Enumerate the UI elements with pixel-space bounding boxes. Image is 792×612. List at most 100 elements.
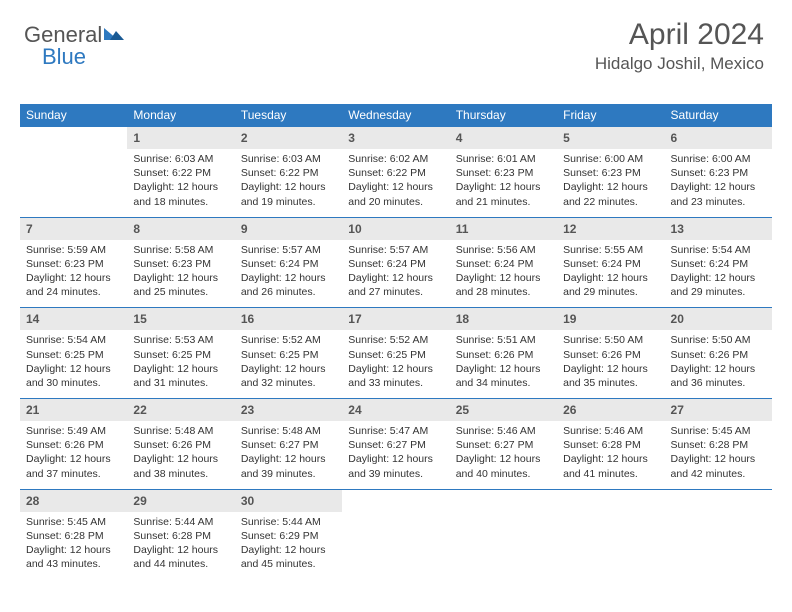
day-number-cell: 26 — [557, 399, 664, 422]
day-number-cell: 9 — [235, 217, 342, 240]
sunrise-text: Sunrise: 5:47 AM — [348, 424, 443, 438]
day-number-cell: 24 — [342, 399, 449, 422]
calendar-table: Sunday Monday Tuesday Wednesday Thursday… — [20, 104, 772, 579]
daylight-text-2: and 43 minutes. — [26, 557, 121, 571]
day-detail-cell: Sunrise: 5:52 AMSunset: 6:25 PMDaylight:… — [342, 330, 449, 398]
day-detail-cell: Sunrise: 5:55 AMSunset: 6:24 PMDaylight:… — [557, 240, 664, 308]
sunrise-text: Sunrise: 6:03 AM — [241, 152, 336, 166]
daylight-text-1: Daylight: 12 hours — [671, 180, 766, 194]
sunset-text: Sunset: 6:23 PM — [456, 166, 551, 180]
day-number-cell: 17 — [342, 308, 449, 331]
day-detail-cell: Sunrise: 5:48 AMSunset: 6:27 PMDaylight:… — [235, 421, 342, 489]
daylight-text-2: and 38 minutes. — [133, 467, 228, 481]
sunrise-text: Sunrise: 5:45 AM — [671, 424, 766, 438]
sunrise-text: Sunrise: 5:45 AM — [26, 515, 121, 529]
daylight-text-2: and 45 minutes. — [241, 557, 336, 571]
day-number-cell: 10 — [342, 217, 449, 240]
sunrise-text: Sunrise: 5:46 AM — [563, 424, 658, 438]
daylight-text-1: Daylight: 12 hours — [563, 452, 658, 466]
sunrise-text: Sunrise: 5:54 AM — [26, 333, 121, 347]
day-detail-cell — [342, 512, 449, 580]
sunset-text: Sunset: 6:24 PM — [241, 257, 336, 271]
daylight-text-1: Daylight: 12 hours — [563, 271, 658, 285]
daylight-text-2: and 23 minutes. — [671, 195, 766, 209]
day-number-cell — [665, 489, 772, 512]
day-detail-cell: Sunrise: 5:58 AMSunset: 6:23 PMDaylight:… — [127, 240, 234, 308]
sunset-text: Sunset: 6:24 PM — [348, 257, 443, 271]
sunset-text: Sunset: 6:29 PM — [241, 529, 336, 543]
daylight-text-2: and 41 minutes. — [563, 467, 658, 481]
day-detail-row: Sunrise: 5:45 AMSunset: 6:28 PMDaylight:… — [20, 512, 772, 580]
logo-text-part2-wrap: Blue — [42, 44, 86, 70]
sunset-text: Sunset: 6:28 PM — [133, 529, 228, 543]
sunset-text: Sunset: 6:23 PM — [133, 257, 228, 271]
sunrise-text: Sunrise: 5:52 AM — [348, 333, 443, 347]
daylight-text-1: Daylight: 12 hours — [133, 271, 228, 285]
day-number-cell: 20 — [665, 308, 772, 331]
daylight-text-2: and 36 minutes. — [671, 376, 766, 390]
daylight-text-2: and 22 minutes. — [563, 195, 658, 209]
sunrise-text: Sunrise: 5:52 AM — [241, 333, 336, 347]
daylight-text-2: and 32 minutes. — [241, 376, 336, 390]
day-detail-cell: Sunrise: 5:56 AMSunset: 6:24 PMDaylight:… — [450, 240, 557, 308]
day-header: Tuesday — [235, 104, 342, 127]
sunrise-text: Sunrise: 5:49 AM — [26, 424, 121, 438]
day-detail-cell: Sunrise: 5:54 AMSunset: 6:25 PMDaylight:… — [20, 330, 127, 398]
day-detail-cell — [665, 512, 772, 580]
daylight-text-2: and 44 minutes. — [133, 557, 228, 571]
day-detail-row: Sunrise: 5:54 AMSunset: 6:25 PMDaylight:… — [20, 330, 772, 398]
location-text: Hidalgo Joshil, Mexico — [595, 54, 764, 74]
daylight-text-1: Daylight: 12 hours — [671, 271, 766, 285]
daylight-text-2: and 40 minutes. — [456, 467, 551, 481]
daylight-text-1: Daylight: 12 hours — [348, 362, 443, 376]
daylight-text-2: and 42 minutes. — [671, 467, 766, 481]
sunrise-text: Sunrise: 5:44 AM — [133, 515, 228, 529]
day-detail-cell: Sunrise: 5:52 AMSunset: 6:25 PMDaylight:… — [235, 330, 342, 398]
daylight-text-1: Daylight: 12 hours — [26, 543, 121, 557]
day-detail-cell: Sunrise: 5:47 AMSunset: 6:27 PMDaylight:… — [342, 421, 449, 489]
day-detail-cell: Sunrise: 5:44 AMSunset: 6:29 PMDaylight:… — [235, 512, 342, 580]
month-title: April 2024 — [595, 18, 764, 52]
day-detail-cell — [450, 512, 557, 580]
sunset-text: Sunset: 6:23 PM — [671, 166, 766, 180]
day-number-cell: 13 — [665, 217, 772, 240]
daylight-text-2: and 31 minutes. — [133, 376, 228, 390]
day-header: Saturday — [665, 104, 772, 127]
sunrise-text: Sunrise: 6:01 AM — [456, 152, 551, 166]
day-header-row: Sunday Monday Tuesday Wednesday Thursday… — [20, 104, 772, 127]
day-detail-cell: Sunrise: 5:46 AMSunset: 6:28 PMDaylight:… — [557, 421, 664, 489]
day-detail-cell: Sunrise: 5:45 AMSunset: 6:28 PMDaylight:… — [665, 421, 772, 489]
day-number-row: 14151617181920 — [20, 308, 772, 331]
day-number-cell: 29 — [127, 489, 234, 512]
day-detail-row: Sunrise: 5:59 AMSunset: 6:23 PMDaylight:… — [20, 240, 772, 308]
day-detail-row: Sunrise: 6:03 AM Sunset: 6:22 PM Daylight:… — [20, 149, 772, 217]
day-detail-cell: Sunrise: 5:44 AMSunset: 6:28 PMDaylight:… — [127, 512, 234, 580]
day-detail-cell — [20, 149, 127, 217]
daylight-text-2: and 27 minutes. — [348, 285, 443, 299]
sunset-text: Sunset: 6:22 PM — [348, 166, 443, 180]
daylight-text-1: Daylight: 12 hours — [241, 362, 336, 376]
day-number-cell: 19 — [557, 308, 664, 331]
day-detail-cell: Sunrise: 5:57 AMSunset: 6:24 PMDaylight:… — [342, 240, 449, 308]
sunrise-text: Sunrise: 6:02 AM — [348, 152, 443, 166]
sunset-text: Sunset: 6:24 PM — [671, 257, 766, 271]
sunrise-text: Sunrise: 6:03 AM — [133, 152, 228, 166]
day-header: Wednesday — [342, 104, 449, 127]
sunrise-text: Sunrise: 5:55 AM — [563, 243, 658, 257]
sunrise-text: Sunrise: 5:51 AM — [456, 333, 551, 347]
day-header: Friday — [557, 104, 664, 127]
day-detail-cell: Sunrise: 5:59 AMSunset: 6:23 PMDaylight:… — [20, 240, 127, 308]
day-number-cell: 12 — [557, 217, 664, 240]
daylight-text-1: Daylight: 12 hours — [133, 452, 228, 466]
daylight-text-1: Daylight: 12 hours — [133, 180, 228, 194]
day-header: Thursday — [450, 104, 557, 127]
day-number-cell — [342, 489, 449, 512]
sunset-text: Sunset: 6:27 PM — [241, 438, 336, 452]
daylight-text-1: Daylight: 12 hours — [133, 543, 228, 557]
daylight-text-2: and 33 minutes. — [348, 376, 443, 390]
daylight-text-1: Daylight: 12 hours — [241, 271, 336, 285]
sunset-text: Sunset: 6:26 PM — [456, 348, 551, 362]
day-header: Sunday — [20, 104, 127, 127]
daylight-text-2: and 39 minutes. — [241, 467, 336, 481]
day-number-cell: 7 — [20, 217, 127, 240]
